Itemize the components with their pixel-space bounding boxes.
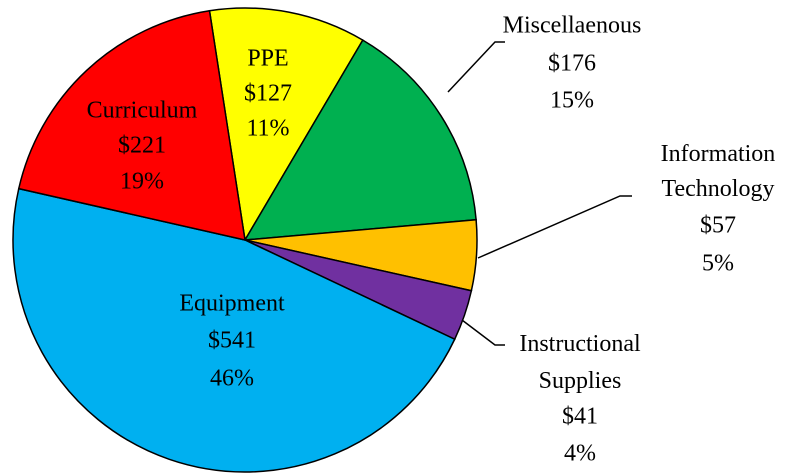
value-label: $541 (208, 328, 256, 354)
percent-label: 4% (564, 441, 596, 467)
percent-label: 5% (702, 251, 734, 277)
value-label: $221 (118, 133, 166, 159)
leader-line (477, 195, 632, 259)
value-label: $57 (700, 213, 736, 239)
pie-slice (17, 9, 246, 241)
value-label: $41 (562, 404, 598, 430)
slice-label: Information Technology (661, 141, 776, 202)
pie-slice (243, 39, 477, 241)
pie-slice (208, 7, 364, 243)
leader-line (461, 319, 505, 346)
leader-line (447, 41, 505, 93)
slice-label: Curriculum (87, 98, 198, 124)
slice-label: Miscellaenous (503, 13, 642, 39)
slice-label: PPE (247, 46, 288, 72)
slice-label: Equipment (179, 291, 285, 317)
percent-label: 15% (550, 88, 594, 114)
percent-label: 19% (120, 169, 164, 195)
percent-label: 11% (246, 116, 289, 142)
pie-slice (12, 187, 456, 473)
value-label: $176 (548, 51, 596, 77)
value-label: $127 (244, 81, 292, 107)
slice-label: Instructional Supplies (519, 331, 641, 394)
percent-label: 46% (210, 366, 254, 392)
